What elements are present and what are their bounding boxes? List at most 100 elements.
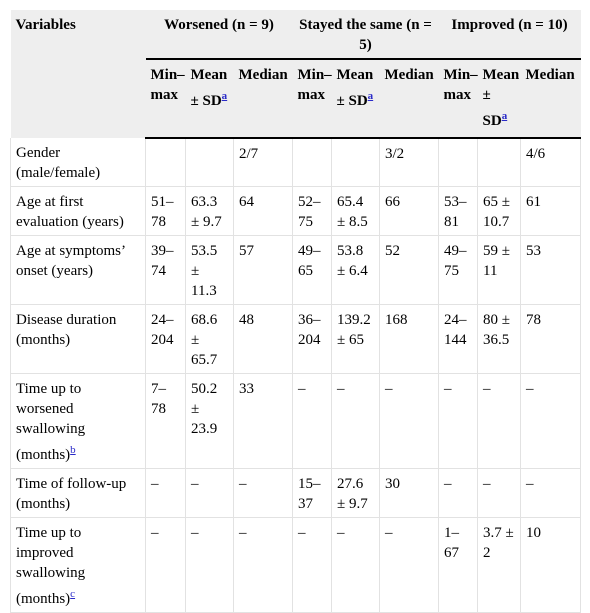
row-label: Age at first evaluation (years) [10,186,146,236]
cell: 64 [233,186,293,236]
row-label-text: Time up to improved swallowing (months) [16,525,86,607]
cell: 49–65 [292,235,332,305]
footnote-link[interactable]: a [221,90,228,102]
cell-text: – [298,525,306,541]
column-header: Median [520,59,581,139]
cell-text: 48 [239,312,254,328]
column-label: Min–max [150,67,185,103]
cell: 168 [379,304,439,374]
cell [145,138,186,187]
table-row: Time up to worsened swallowing (months)b… [10,373,582,469]
cell: – [331,373,380,469]
cell: 4/6 [519,138,582,187]
cell: – [438,468,478,518]
column-label: Min–max [443,67,478,103]
cell: 10 [519,517,582,613]
cell-text: 33 [239,381,254,397]
row-label: Gender (male/female) [10,138,146,187]
cell-text: 53.5 ± 11.3 [191,243,218,299]
cell-text: 15–37 [298,476,321,512]
cell-text: 1–67 [444,525,459,561]
cell-text: 59 ± 11 [483,243,510,279]
cell-text: – [483,381,491,397]
cell: – [379,517,439,613]
cell-text: 49–75 [444,243,467,279]
row-label-text: Time of follow-up (months) [16,476,127,512]
subheader-row: Min–max Mean ± SDa Median Min–max Mean ± SDa… [11,59,581,139]
column-label: Mean ± SD [482,67,520,129]
cell: – [477,468,521,518]
cell: 53.8 ± 6.4 [331,235,380,305]
cell: 68.6 ± 65.7 [185,304,234,374]
cell-text: – [526,381,534,397]
footnote-mark: c [70,586,75,600]
cell: 36–204 [292,304,332,374]
row-label-text: Age at first evaluation (years) [16,194,124,230]
footnote-link[interactable]: b [70,444,76,456]
footnote-mark: a [222,88,228,102]
column-label: Min–max [297,67,332,103]
cell: 3.7 ± 2 [477,517,521,613]
cell: 59 ± 11 [477,235,521,305]
cell-text: 168 [385,312,408,328]
cell-text: 78 [526,312,541,328]
cell-text: 24–144 [444,312,467,348]
table-row: Gender (male/female) 2/7 3/2 4/6 [10,138,582,187]
cell-text: 52–75 [298,194,321,230]
cell-text: 30 [385,476,400,492]
cell: 39–74 [145,235,186,305]
cell: 3/2 [379,138,439,187]
cell-text: – [385,525,393,541]
column-label: Median [525,67,575,83]
data-table: Variables Worsened (n = 9) Stayed the same… [10,10,582,613]
cell-text: – [151,525,159,541]
cell: 33 [233,373,293,469]
cell: 53.5 ± 11.3 [185,235,234,305]
cell [292,138,332,187]
footnote-link[interactable]: a [501,110,508,122]
group-header: Improved (n = 10) [438,10,581,60]
cell: 1–67 [438,517,478,613]
cell: 52–75 [292,186,332,236]
group-header-row: Variables Worsened (n = 9) Stayed the same… [10,10,581,138]
column-header: Min–max [145,59,186,139]
column-label: Median [238,67,288,83]
cell-text: – [239,525,247,541]
cell: 139.2 ± 65 [331,304,380,374]
table-row: Disease duration (months) 24–204 68.6 ± 65… [10,304,582,374]
column-label: Median [384,67,434,83]
cell-text: 2/7 [239,146,259,162]
footnote-link[interactable]: c [70,588,76,600]
cell [185,138,234,187]
cell-text: – [298,381,306,397]
cell: 2/7 [233,138,293,187]
cell: 61 [519,186,582,236]
row-label-text: Disease duration (months) [16,312,117,348]
cell-text: 53 [526,243,541,259]
cell: 57 [233,235,293,305]
cell: – [331,517,380,613]
cell: – [145,468,186,518]
cell: 27.6 ± 9.7 [331,468,380,518]
column-header: Mean ± SDa [185,59,234,139]
cell [477,138,521,187]
cell: 50.2 ± 23.9 [185,373,234,469]
column-header: Min–max [292,59,332,139]
cell: – [185,468,234,518]
cell-text: 65.4 ± 8.5 [337,194,368,230]
row-label: Disease duration (months) [10,304,146,374]
cell-text: 10 [526,525,541,541]
cell: 53 [519,235,582,305]
cell: – [292,373,332,469]
cell: 49–75 [438,235,478,305]
cell: – [292,517,332,613]
cell-text: 65 ± 10.7 [483,194,510,230]
table-row: Time up to improved swallowing (months)c… [10,517,582,613]
cell: 65.4 ± 8.5 [331,186,380,236]
cell-text: – [444,381,452,397]
cell: – [233,468,293,518]
cell-text: – [526,476,534,492]
row-label-text: Age at symptoms’ onset (years) [16,243,125,279]
footnote-link[interactable]: a [367,90,374,102]
